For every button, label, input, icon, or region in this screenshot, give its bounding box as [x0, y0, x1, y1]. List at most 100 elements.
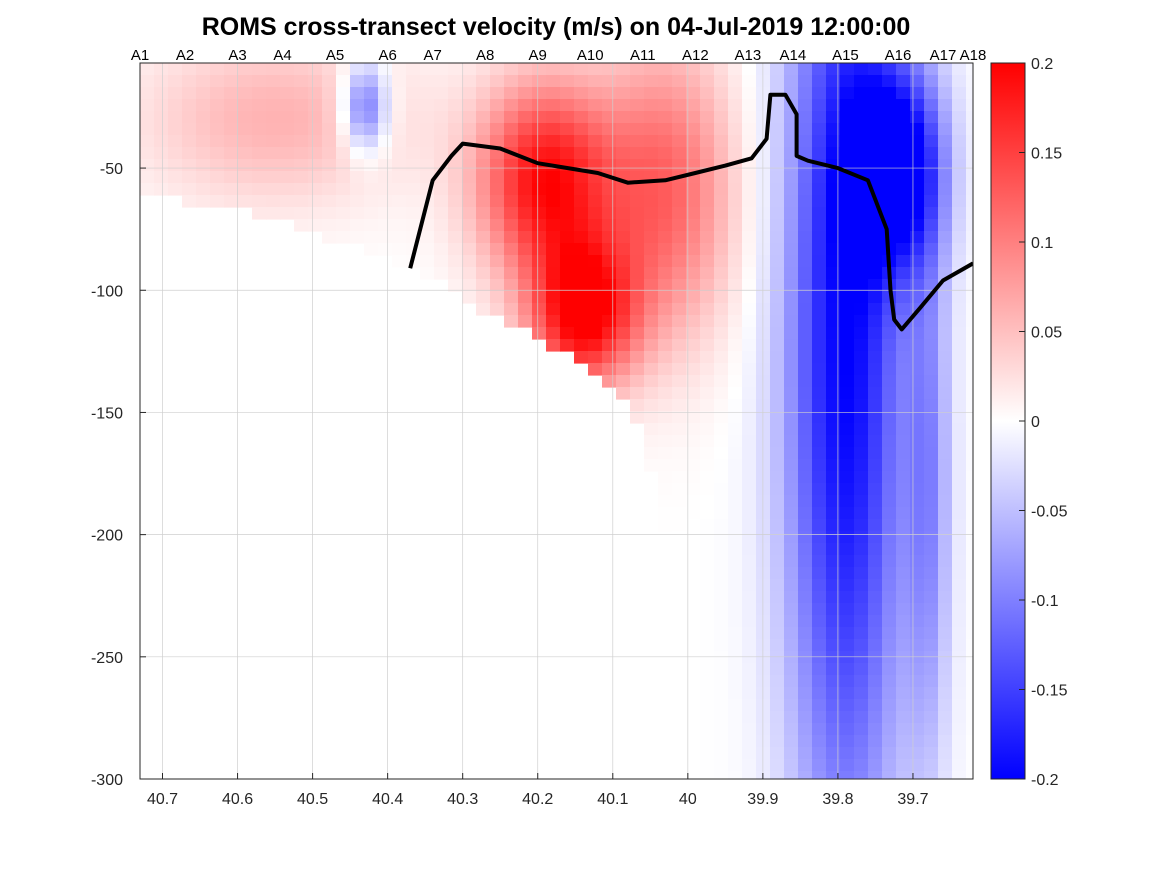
- velocity-cell: [406, 87, 421, 100]
- velocity-cell: [322, 111, 337, 124]
- velocity-cell: [924, 123, 939, 136]
- velocity-cell: [672, 603, 687, 616]
- velocity-cell: [714, 723, 729, 736]
- velocity-cell: [546, 111, 561, 124]
- velocity-cell: [700, 375, 715, 388]
- velocity-cell: [700, 123, 715, 136]
- velocity-cell: [854, 675, 869, 688]
- velocity-cell: [714, 687, 729, 700]
- velocity-cell: [238, 123, 253, 136]
- velocity-cell: [784, 723, 799, 736]
- velocity-cell: [812, 639, 827, 652]
- velocity-cell: [560, 183, 575, 196]
- velocity-cell: [742, 279, 757, 292]
- velocity-cell: [742, 363, 757, 376]
- velocity-cell: [826, 267, 841, 280]
- velocity-cell: [882, 339, 897, 352]
- velocity-cell: [308, 87, 323, 100]
- velocity-cell: [924, 675, 939, 688]
- velocity-cell: [140, 99, 155, 112]
- velocity-cell: [714, 195, 729, 208]
- velocity-cell: [728, 615, 743, 628]
- velocity-cell: [476, 159, 491, 172]
- velocity-cell: [910, 687, 925, 700]
- velocity-cell: [896, 291, 911, 304]
- velocity-cell: [700, 603, 715, 616]
- velocity-cell: [952, 351, 967, 364]
- velocity-cell: [896, 135, 911, 148]
- velocity-cell: [966, 231, 973, 244]
- velocity-cell: [308, 207, 323, 220]
- velocity-cell: [714, 87, 729, 100]
- velocity-cell: [910, 111, 925, 124]
- velocity-cell: [224, 87, 239, 100]
- velocity-cell: [574, 183, 589, 196]
- velocity-cell: [504, 279, 519, 292]
- velocity-cell: [882, 99, 897, 112]
- velocity-cell: [840, 723, 855, 736]
- velocity-cell: [952, 435, 967, 448]
- velocity-cell: [840, 543, 855, 556]
- velocity-cell: [714, 699, 729, 712]
- velocity-cell: [868, 543, 883, 556]
- velocity-cell: [784, 399, 799, 412]
- velocity-cell: [840, 183, 855, 196]
- velocity-cell: [448, 75, 463, 88]
- velocity-cell: [868, 471, 883, 484]
- velocity-cell: [588, 219, 603, 232]
- velocity-cell: [938, 231, 953, 244]
- velocity-cell: [882, 627, 897, 640]
- velocity-cell: [840, 411, 855, 424]
- velocity-cell: [672, 315, 687, 328]
- velocity-cell: [714, 339, 729, 352]
- velocity-cell: [630, 111, 645, 124]
- velocity-cell: [938, 675, 953, 688]
- velocity-cell: [644, 435, 659, 448]
- velocity-cell: [742, 135, 757, 148]
- velocity-cell: [700, 231, 715, 244]
- velocity-cell: [896, 183, 911, 196]
- velocity-cell: [952, 75, 967, 88]
- velocity-cell: [770, 459, 785, 472]
- velocity-cell: [532, 291, 547, 304]
- velocity-cell: [952, 759, 967, 772]
- velocity-cell: [910, 207, 925, 220]
- velocity-cell: [966, 615, 973, 628]
- velocity-cell: [280, 123, 295, 136]
- velocity-cell: [462, 63, 477, 76]
- velocity-cell: [672, 339, 687, 352]
- velocity-cell: [686, 99, 701, 112]
- velocity-cell: [840, 315, 855, 328]
- velocity-cell: [630, 123, 645, 136]
- velocity-cell: [252, 63, 267, 76]
- velocity-cell: [826, 135, 841, 148]
- velocity-cell: [924, 159, 939, 172]
- velocity-cell: [378, 147, 393, 160]
- velocity-cell: [938, 471, 953, 484]
- velocity-cell: [196, 171, 211, 184]
- velocity-cell: [798, 567, 813, 580]
- velocity-cell: [798, 579, 813, 592]
- velocity-cell: [574, 279, 589, 292]
- velocity-cell: [532, 243, 547, 256]
- velocity-cell: [686, 387, 701, 400]
- velocity-cell: [714, 615, 729, 628]
- velocity-cell: [756, 75, 771, 88]
- velocity-cell: [630, 303, 645, 316]
- velocity-cell: [952, 111, 967, 124]
- velocity-cell: [616, 231, 631, 244]
- velocity-cell: [798, 387, 813, 400]
- velocity-cell: [812, 87, 827, 100]
- velocity-cell: [952, 711, 967, 724]
- velocity-cell: [840, 651, 855, 664]
- velocity-cell: [798, 735, 813, 748]
- velocity-cell: [910, 555, 925, 568]
- velocity-cell: [910, 447, 925, 460]
- velocity-cell: [966, 603, 973, 616]
- velocity-cell: [602, 375, 617, 388]
- velocity-cell: [798, 519, 813, 532]
- velocity-cell: [728, 195, 743, 208]
- velocity-cell: [826, 87, 841, 100]
- velocity-cell: [714, 279, 729, 292]
- velocity-cell: [784, 663, 799, 676]
